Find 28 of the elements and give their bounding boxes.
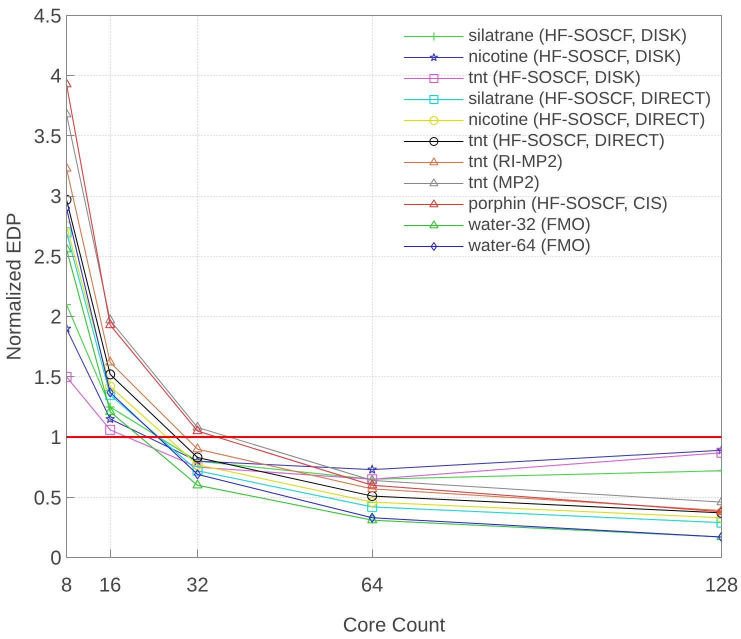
y-tick-label: 2.5 [34,246,62,268]
legend-label: nicotine (HF-SOSCF, DIRECT) [468,109,706,130]
legend-label: nicotine (HF-SOSCF, DISK) [468,46,682,67]
legend-label: silatrane (HF-SOSCF, DIRECT) [468,88,711,109]
legend-label: water-32 (FMO) [468,214,591,235]
x-tick-label: 128 [704,574,738,596]
y-tick-label: 0 [50,548,62,570]
legend-label: tnt (RI-MP2) [468,151,563,172]
legend-label: tnt (MP2) [468,172,540,193]
y-tick-label: 0.5 [34,487,62,510]
y-tick-label: 4 [50,66,62,88]
legend-label: water-64 (FMO) [468,235,591,256]
legend-label: tnt (HF-SOSCF, DISK) [468,67,641,88]
y-tick-label: 1 [50,427,62,450]
x-tick-label: 16 [99,574,122,596]
x-tick-label: 8 [60,574,72,596]
legend-label: silatrane (HF-SOSCF, DISK) [468,25,687,46]
y-tick-label: 3 [50,186,62,208]
y-tick-label: 4.5 [34,6,62,28]
x-tick-label: 64 [361,574,384,596]
legend-label: porphin (HF-SOSCF, CIS) [468,193,668,214]
x-tick-label: 32 [186,574,209,596]
y-tick-label: 2 [50,306,62,329]
y-tick-label: 3.5 [34,126,62,148]
legend-label: tnt (HF-SOSCF, DIRECT) [468,130,665,151]
x-axis-title: Core Count [342,614,446,636]
y-axis-title: Normalized EDP [4,212,26,360]
y-tick-label: 1.5 [34,366,62,389]
